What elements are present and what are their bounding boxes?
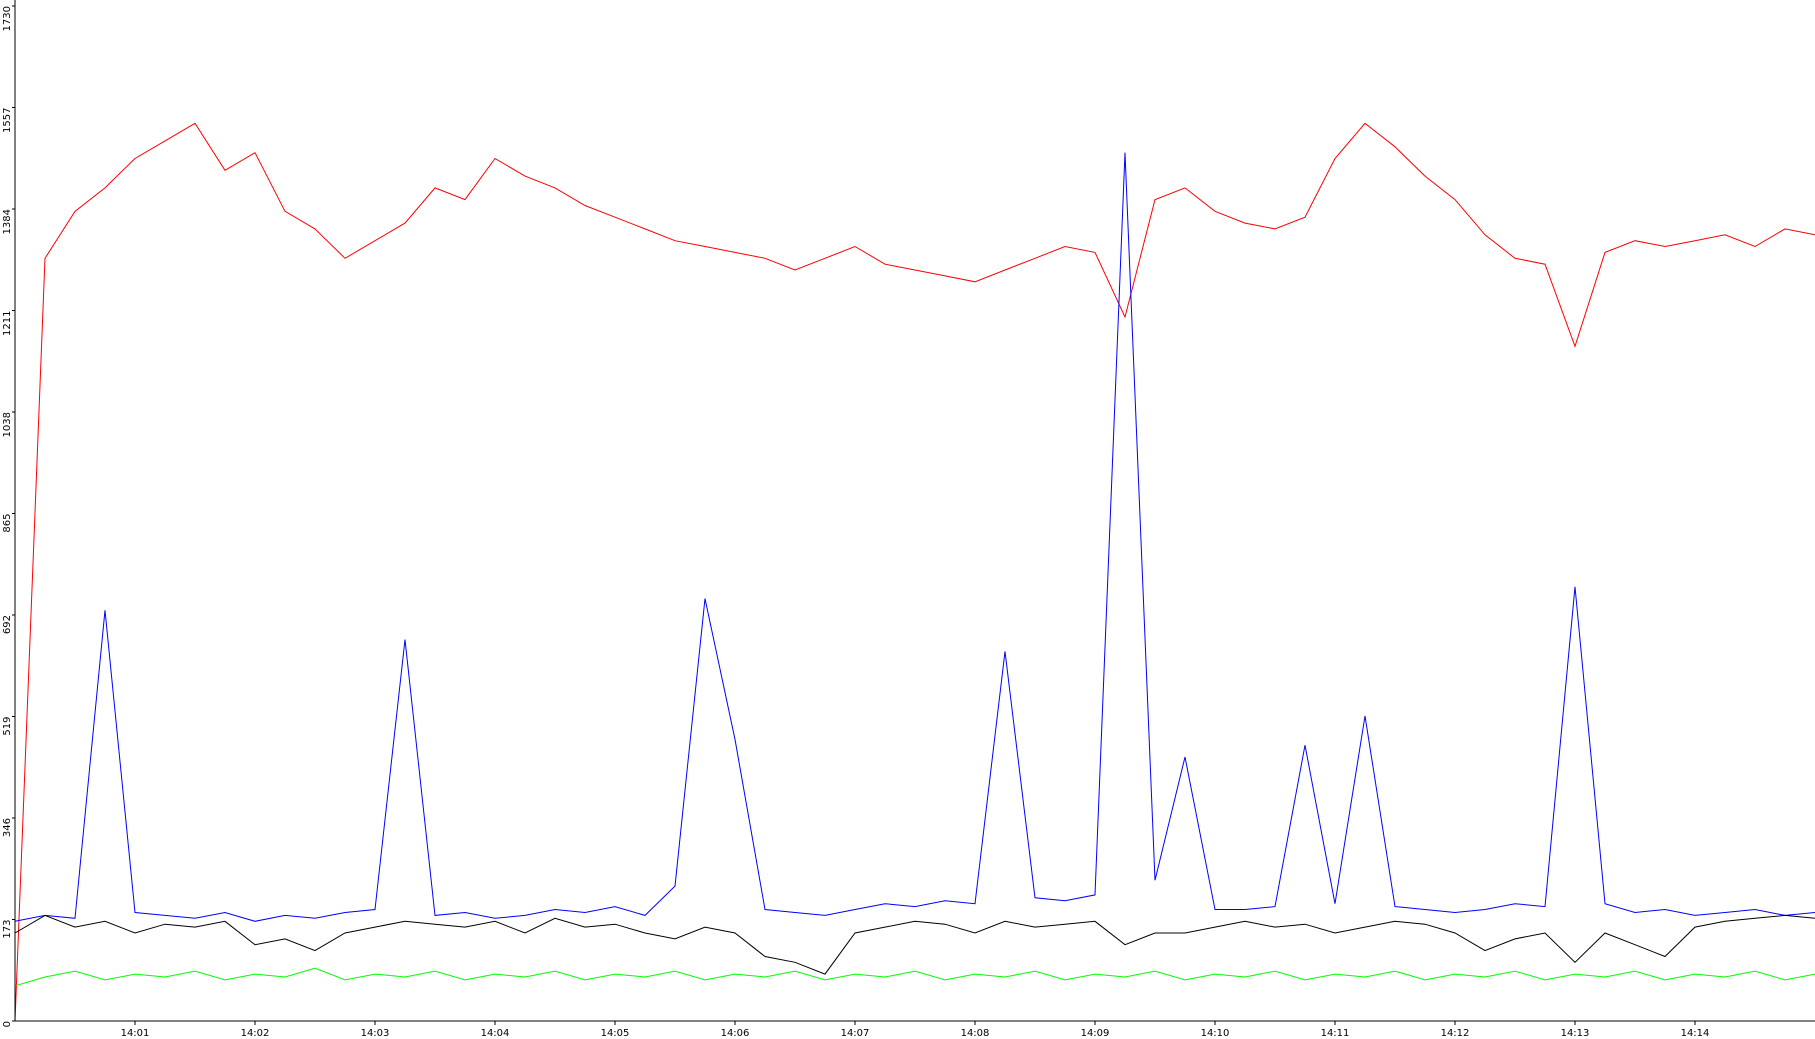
y-tick-label: 1730 — [2, 6, 13, 31]
x-tick-label: 14:05 — [601, 1028, 630, 1039]
series-line — [14, 122, 1815, 1022]
series-line — [14, 152, 1815, 922]
y-tick-label: 173 — [2, 920, 13, 939]
series-line — [14, 967, 1815, 987]
x-tick-label: 14:08 — [961, 1028, 990, 1039]
y-tick-label: 1038 — [2, 412, 13, 437]
x-tick-label: 14:12 — [1441, 1028, 1470, 1039]
x-tick-label: 14:02 — [241, 1028, 270, 1039]
y-tick-label: 1211 — [2, 311, 13, 336]
series-line — [14, 914, 1815, 975]
x-tick-label: 14:01 — [121, 1028, 150, 1039]
y-tick-label: 692 — [2, 615, 13, 634]
x-tick-label: 14:06 — [721, 1028, 750, 1039]
y-tick-label: 346 — [2, 818, 13, 837]
x-tick-label: 14:13 — [1561, 1028, 1590, 1039]
y-tick-label: 865 — [2, 514, 13, 533]
x-tick-label: 14:11 — [1321, 1028, 1350, 1039]
x-tick-label: 14:14 — [1681, 1028, 1710, 1039]
y-tick-label: 1384 — [2, 209, 13, 234]
x-tick-label: 14:03 — [361, 1028, 390, 1039]
y-tick-label: 519 — [2, 717, 13, 736]
x-tick-label: 14:07 — [841, 1028, 870, 1039]
x-tick-label: 14:10 — [1201, 1028, 1230, 1039]
x-tick-label: 14:09 — [1081, 1028, 1110, 1039]
y-tick-label: 0 — [2, 1021, 13, 1027]
x-tick-label: 14:04 — [481, 1028, 510, 1039]
y-tick-label: 1557 — [2, 108, 13, 133]
